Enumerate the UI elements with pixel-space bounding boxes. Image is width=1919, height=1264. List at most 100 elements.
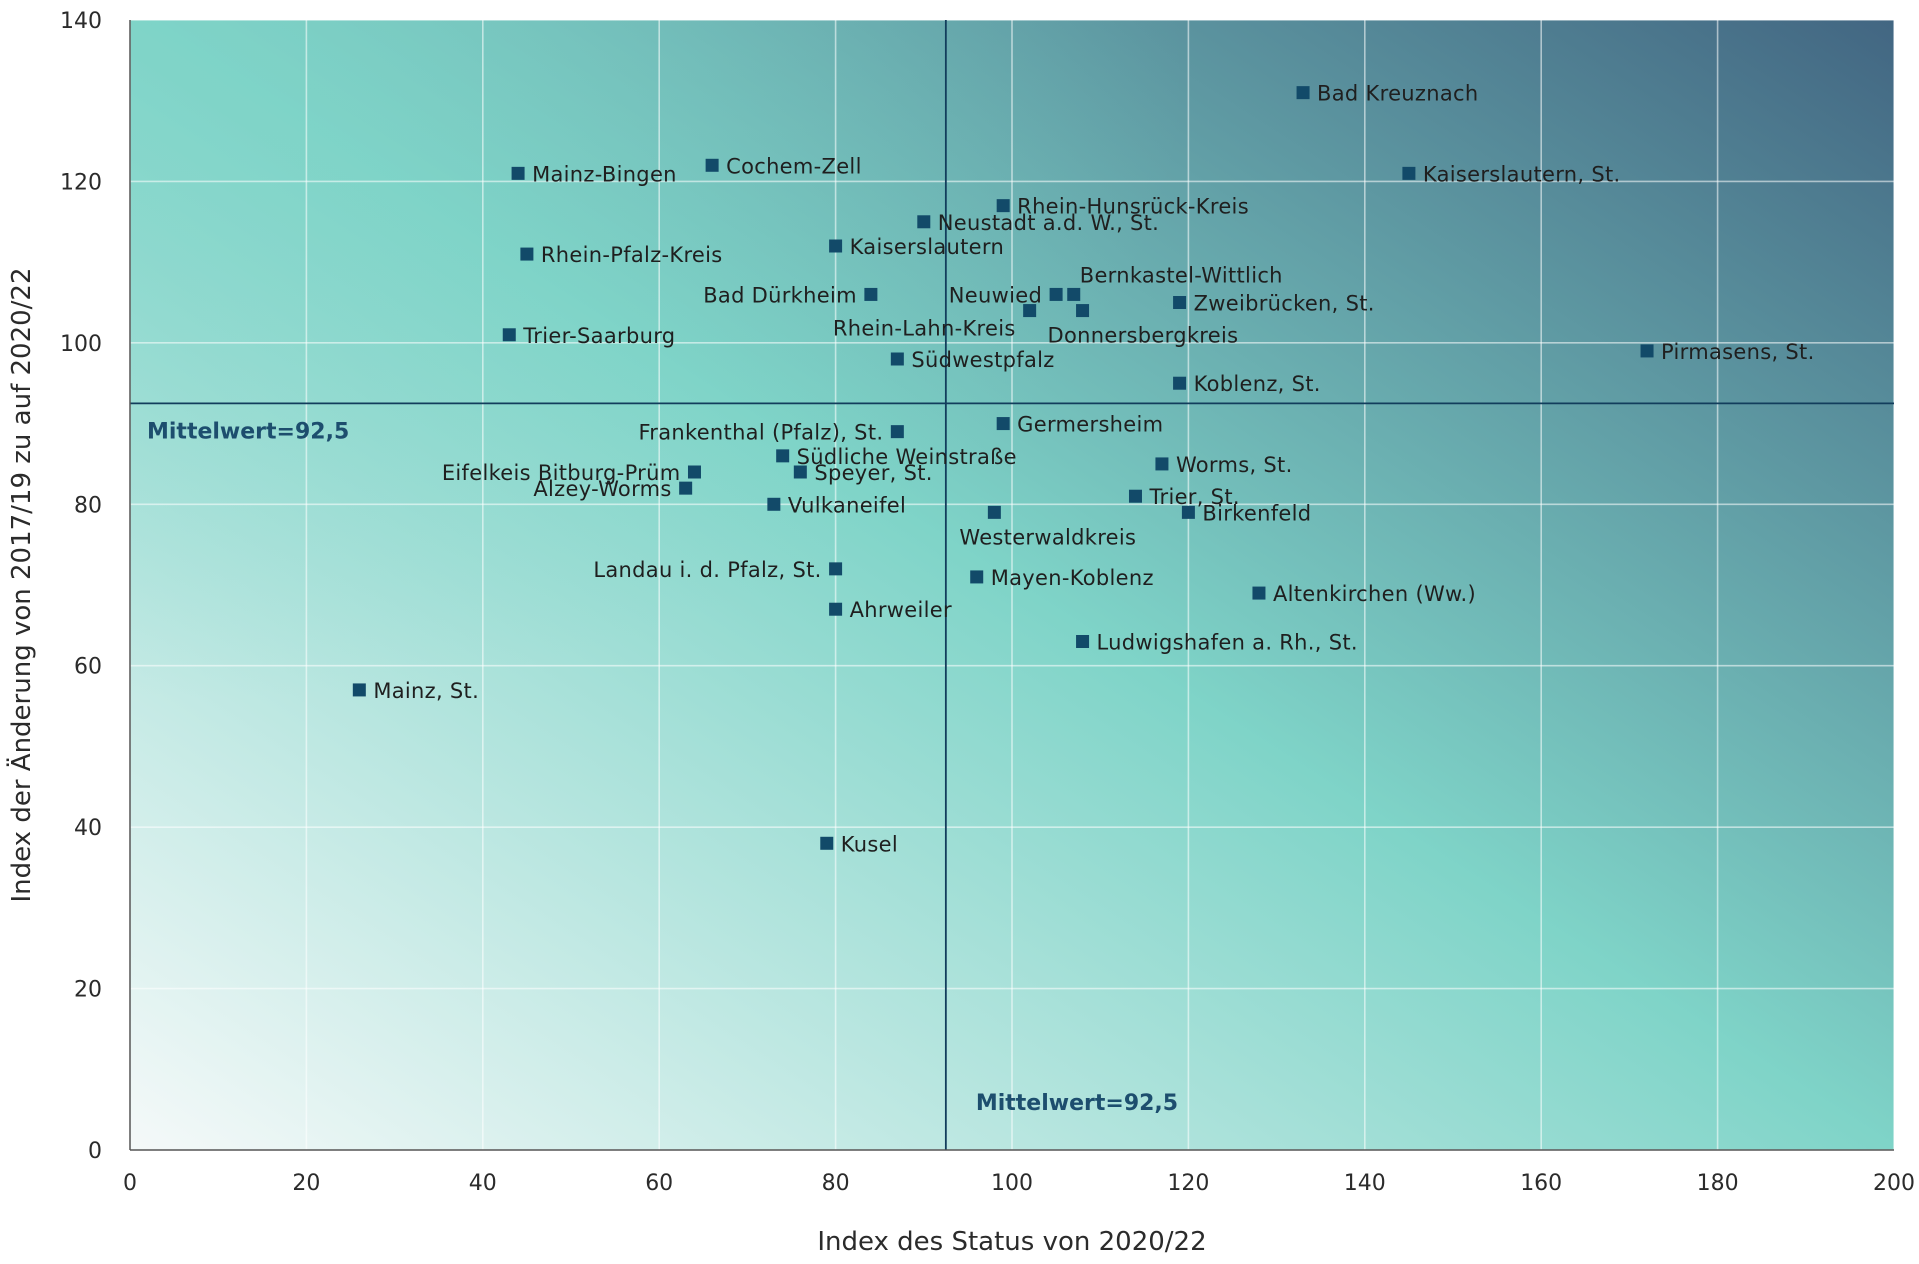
x-tick-label: 160 — [1520, 1171, 1562, 1196]
point-label: Neuwied — [949, 283, 1042, 307]
point-marker — [776, 449, 790, 463]
x-tick-label: 100 — [991, 1171, 1033, 1196]
point-label: Speyer, St. — [814, 461, 932, 485]
point-label: Südliche Weinstraße — [797, 445, 1017, 469]
point-label: Trier, St. — [1148, 485, 1239, 509]
x-tick-label: 40 — [469, 1171, 497, 1196]
point-label: Rhein-Pfalz-Kreis — [541, 243, 723, 267]
point-label: Eifelkeis Bitburg-Prüm — [442, 461, 681, 485]
x-tick-label: 0 — [123, 1171, 137, 1196]
point-label: Westerwaldkreis — [959, 525, 1136, 549]
point-label: Rhein-Hunsrück-Kreis — [1017, 195, 1249, 219]
mean-label-horizontal: Mittelwert=92,5 — [147, 419, 349, 444]
point-marker — [705, 158, 719, 172]
data-point: Neustadt a.d. W., St. — [917, 211, 1159, 235]
data-point: Kaiserslautern, St. — [1402, 162, 1620, 186]
data-point: Bad Dürkheim — [703, 283, 878, 307]
point-marker — [829, 239, 843, 253]
x-tick-label: 180 — [1697, 1171, 1739, 1196]
point-marker — [352, 683, 366, 697]
data-point: Pirmasens, St. — [1640, 340, 1815, 364]
data-point: Trier-Saarburg — [502, 324, 675, 348]
point-label: Ludwigshafen a. Rh., St. — [1097, 631, 1358, 655]
point-marker — [864, 287, 878, 301]
point-label: Cochem-Zell — [726, 154, 862, 178]
point-marker — [987, 505, 1001, 519]
data-point: Neuwied — [949, 283, 1063, 307]
point-label: Mainz, St. — [373, 679, 479, 703]
point-marker — [1128, 489, 1142, 503]
y-tick-label: 60 — [74, 655, 102, 680]
y-axis-title: Index der Änderung von 2017/19 zu auf 20… — [5, 267, 37, 902]
data-point: Ludwigshafen a. Rh., St. — [1076, 631, 1358, 655]
point-marker — [1181, 505, 1195, 519]
point-label: Alzey-Worms — [533, 477, 671, 501]
point-label: Mainz-Bingen — [532, 162, 677, 186]
data-point: Vulkaneifel — [767, 493, 906, 517]
point-marker — [1067, 287, 1081, 301]
point-label: Frankenthal (Pfalz), St. — [638, 421, 883, 445]
axes: 0 20 40 60 80 100 120 140 160 180 200 0 20 40 60 80 100 1… — [60, 9, 1915, 1196]
data-point: Birkenfeld — [1181, 501, 1311, 525]
data-point: Mainz-Bingen — [511, 162, 677, 186]
point-marker — [996, 199, 1010, 213]
point-label: Kusel — [841, 832, 898, 856]
point-marker — [687, 465, 701, 479]
point-marker — [829, 562, 843, 576]
point-marker — [1296, 86, 1310, 100]
data-point: Kaiserslautern — [829, 235, 1004, 259]
point-marker — [502, 328, 516, 342]
point-marker — [1640, 344, 1654, 358]
data-point: Rhein-Hunsrück-Kreis — [996, 195, 1249, 219]
data-point: Germersheim — [996, 413, 1163, 437]
data-point: Alzey-Worms — [533, 477, 693, 501]
point-marker — [1076, 635, 1090, 648]
point-label: Worms, St. — [1176, 453, 1293, 477]
data-point: Mayen-Koblenz — [970, 566, 1154, 590]
x-tick-label: 140 — [1344, 1171, 1386, 1196]
point-label: Bad Kreuznach — [1317, 82, 1478, 106]
y-tick-label: 100 — [60, 332, 102, 357]
y-tick-label: 0 — [88, 1139, 102, 1164]
point-label: Vulkaneifel — [788, 493, 906, 517]
point-label: Donnersbergkreis — [1048, 324, 1239, 348]
point-marker — [511, 166, 525, 180]
point-label: Koblenz, St. — [1194, 372, 1321, 396]
point-marker — [1155, 457, 1169, 471]
data-point: Westerwaldkreis — [959, 505, 1136, 549]
data-point: Mainz, St. — [352, 679, 479, 703]
point-label: Mayen-Koblenz — [991, 566, 1154, 590]
point-label: Altenkirchen (Ww.) — [1273, 582, 1476, 606]
data-point: Landau i. d. Pfalz, St. — [593, 558, 843, 582]
data-point: Bad Kreuznach — [1296, 82, 1478, 106]
point-label: Bernkastel-Wittlich — [1080, 263, 1283, 287]
point-label: Südwestpfalz — [911, 348, 1054, 372]
data-points: Bad Kreuznach Kaiserslautern, St. Cochem-Z… — [352, 82, 1815, 856]
y-tick-label: 40 — [74, 816, 102, 841]
data-point: Koblenz, St. — [1173, 372, 1321, 396]
data-point: Rhein-Lahn-Kreis — [833, 304, 1037, 341]
data-point: Frankenthal (Pfalz), St. — [638, 421, 904, 445]
data-point: Südliche Weinstraße — [776, 445, 1017, 469]
y-tick-label: 80 — [74, 493, 102, 518]
point-label: Trier-Saarburg — [522, 324, 675, 348]
point-label: Kaiserslautern, St. — [1423, 162, 1621, 186]
data-point: Eifelkeis Bitburg-Prüm — [442, 461, 701, 485]
y-tick-label: 120 — [60, 170, 102, 195]
data-point: Cochem-Zell — [705, 154, 862, 178]
data-point: Ahrweiler — [829, 598, 952, 622]
point-marker — [793, 465, 807, 479]
data-point: Altenkirchen (Ww.) — [1252, 582, 1476, 606]
point-label: Pirmasens, St. — [1661, 340, 1815, 364]
y-tick-label: 140 — [60, 9, 102, 34]
point-marker — [1049, 287, 1063, 301]
mean-label-vertical: Mittelwert=92,5 — [976, 1091, 1178, 1116]
point-marker — [1402, 166, 1416, 180]
x-axis-title: Index des Status von 2020/22 — [817, 1227, 1206, 1257]
point-label: Landau i. d. Pfalz, St. — [593, 558, 821, 582]
mean-lines: Mittelwert=92,5 Mittelwert=92,5 — [130, 20, 1894, 1150]
point-marker — [1023, 304, 1037, 318]
x-tick-label: 80 — [822, 1171, 850, 1196]
point-label: Rhein-Lahn-Kreis — [833, 317, 1016, 341]
